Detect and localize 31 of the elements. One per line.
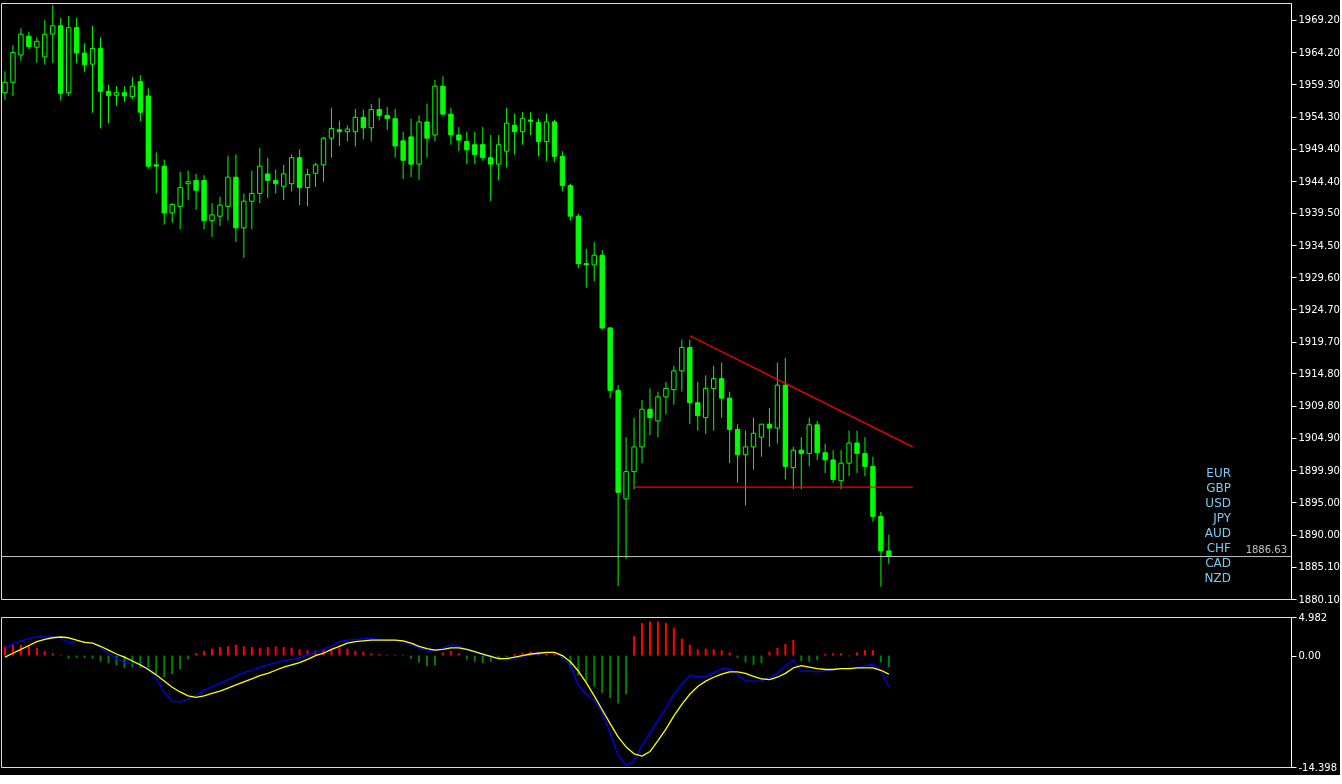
y-tick-label: 1944.40 [1298, 175, 1340, 187]
annotation: CHF [1206, 541, 1232, 555]
annotation: AUD [1204, 526, 1231, 540]
y-tick-label: 1964.20 [1298, 46, 1340, 58]
y-tick-label: 1959.30 [1298, 78, 1340, 90]
y-tick-label: 1904.90 [1298, 432, 1340, 444]
y-tick-label: 4.982 [1298, 611, 1328, 623]
y-tick-label: 1890.00 [1298, 529, 1340, 541]
y-tick-label: 1880.10 [1298, 593, 1340, 605]
y-tick-label: 1939.50 [1298, 207, 1340, 219]
y-tick-label: 1914.80 [1298, 367, 1340, 379]
annotation: JPY [1212, 511, 1232, 525]
y-tick-label: 1885.10 [1298, 561, 1340, 572]
y-tick-label: 1929.60 [1298, 271, 1340, 283]
y-tick-label: 1954.30 [1298, 111, 1340, 123]
y-tick-label: 1909.80 [1298, 400, 1340, 412]
y-tick-label: -14.398 [1298, 761, 1338, 773]
annotation: USD [1205, 496, 1231, 510]
y-tick-label: 1924.70 [1298, 303, 1340, 315]
y-tick-label: 0.00 [1298, 650, 1321, 662]
annotation: EUR [1206, 466, 1231, 480]
y-tick-label: 1969.20 [1298, 14, 1340, 26]
y-tick-label: 1899.90 [1298, 464, 1340, 476]
y-tick-label: 1934.50 [1298, 239, 1340, 251]
y-tick-label: 1895.00 [1298, 496, 1340, 508]
y-tick-label: 1919.70 [1298, 336, 1340, 348]
annotation: CAD [1205, 556, 1231, 570]
annotation: GBP [1206, 481, 1231, 495]
annotation: NZD [1204, 571, 1231, 585]
y-tick-label: 1949.40 [1298, 143, 1340, 155]
ref-line-label: 1886.63 [1245, 543, 1287, 555]
